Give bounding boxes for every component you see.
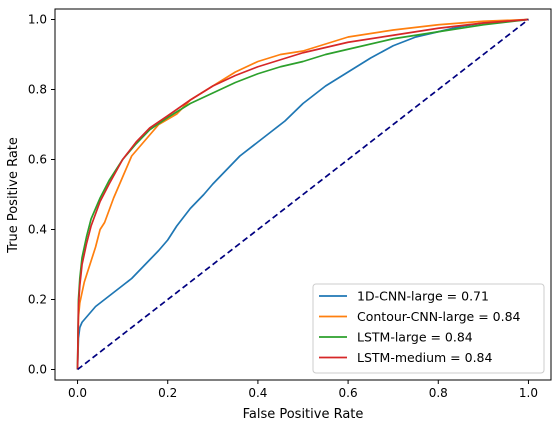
- series-line-4: [76, 18, 529, 370]
- x-axis-ticks: 0.0 0.2 0.4 0.6 0.8 1.0: [68, 380, 538, 400]
- y-axis-ticks: 0.0 0.2 0.4 0.6 0.8 1.0: [28, 13, 55, 377]
- y-tick-label: 0.4: [28, 223, 47, 237]
- x-axis-label: False Positive Rate: [243, 407, 364, 422]
- legend-label: LSTM-medium = 0.84: [357, 350, 493, 365]
- series-line-2: [76, 18, 529, 370]
- x-tick-label: 0.6: [339, 386, 358, 400]
- y-tick-label: 0.2: [28, 293, 47, 307]
- y-tick-label: 0.0: [28, 363, 47, 377]
- y-tick-label: 0.6: [28, 153, 47, 167]
- series-line-1: [76, 18, 529, 370]
- x-tick-label: 0.2: [158, 386, 177, 400]
- plot-frame: [54, 8, 552, 381]
- series-line-3: [76, 18, 529, 370]
- y-tick-label: 0.8: [28, 83, 47, 97]
- plot-area: [54, 8, 552, 381]
- legend-box: [312, 283, 545, 374]
- legend-label: 1D-CNN-large = 0.71: [357, 289, 489, 304]
- y-axis-label: True Positive Rate: [6, 137, 21, 254]
- x-tick-label: 1.0: [519, 386, 538, 400]
- x-tick-label: 0.0: [68, 386, 87, 400]
- y-tick-label: 1.0: [28, 13, 47, 27]
- legend-label: LSTM-large = 0.84: [357, 330, 473, 345]
- legend-label: Contour-CNN-large = 0.84: [357, 309, 521, 324]
- reference-diagonal-line: [77, 18, 529, 371]
- x-tick-label: 0.8: [429, 386, 448, 400]
- x-tick-label: 0.4: [248, 386, 267, 400]
- legend: 1D-CNN-large = 0.71 Contour-CNN-large = 0…: [312, 283, 545, 374]
